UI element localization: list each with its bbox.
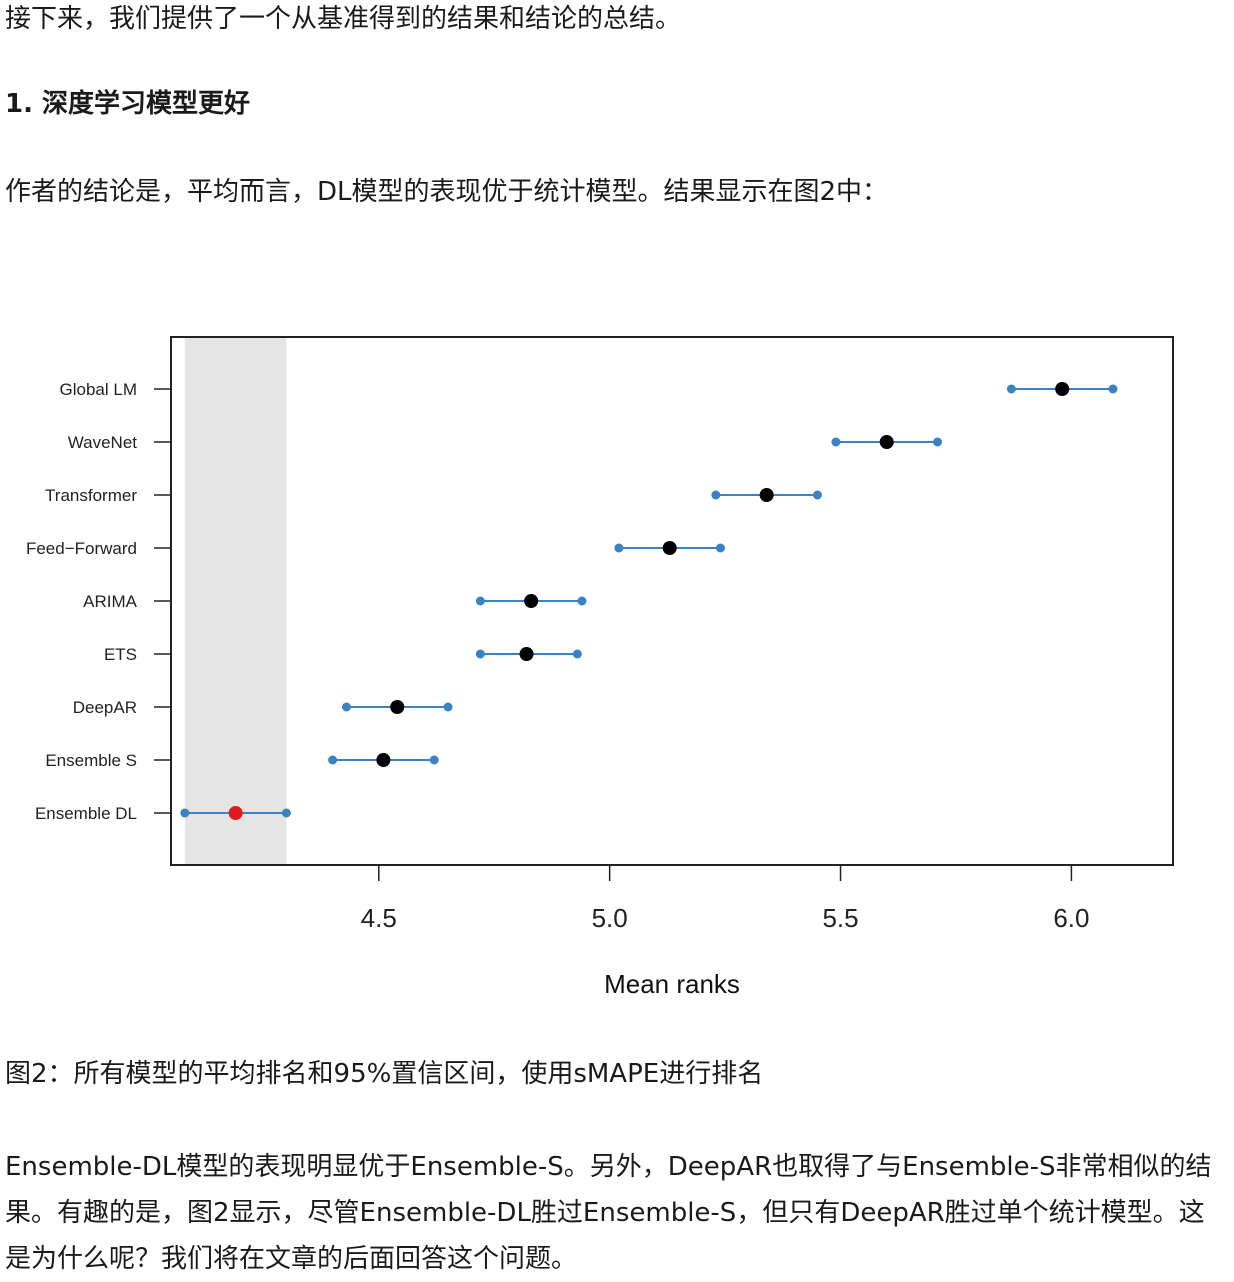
y-tick-label: Transformer <box>45 486 137 505</box>
x-tick-label: 5.0 <box>592 903 628 933</box>
ci-lower-point <box>328 755 338 765</box>
x-axis-label: Mean ranks <box>604 969 740 999</box>
y-tick-label: ARIMA <box>83 592 138 611</box>
mean-rank-point <box>524 594 539 608</box>
y-tick-label: Ensemble S <box>45 751 137 770</box>
ci-lower-point <box>1006 384 1016 394</box>
x-tick-label: 4.5 <box>361 903 397 933</box>
x-tick-label: 6.0 <box>1053 903 1089 933</box>
ci-upper-point <box>429 755 439 765</box>
mean-rank-point <box>662 541 677 555</box>
y-tick-label: Ensemble DL <box>35 804 137 823</box>
mean-rank-point <box>519 647 534 661</box>
mean-rank-point <box>390 700 405 714</box>
mean-rank-point <box>228 806 243 820</box>
ci-upper-point <box>443 702 453 712</box>
y-axis: Global LM WaveNet Transformer Feed−Forward A… <box>26 380 171 823</box>
body-paragraph: Ensemble-DL模型的表现明显优于Ensemble-S。另外，DeepAR… <box>5 1152 1212 1274</box>
plot-frame <box>170 336 1174 866</box>
ci-lower-point <box>831 437 841 447</box>
figure-caption: 图2：所有模型的平均排名和95%置信区间，使用sMAPE进行排名 <box>5 1059 764 1089</box>
ci-upper-point <box>572 649 582 659</box>
y-tick-label: DeepAR <box>73 698 137 717</box>
ci-lower-point <box>475 596 485 606</box>
ci-upper-point <box>715 543 725 553</box>
ci-lower-point <box>711 490 721 500</box>
x-axis: 4.5 5.0 5.5 6.0 <box>361 865 1089 933</box>
ci-upper-point <box>1108 384 1118 394</box>
mean-rank-point <box>759 488 774 502</box>
ci-lower-point <box>341 702 351 712</box>
section-heading: 1. 深度学习模型更好 <box>5 89 251 119</box>
highlight-band <box>184 338 287 864</box>
ci-upper-point <box>933 437 943 447</box>
confidence-band-layer <box>184 338 287 864</box>
x-tick-label: 5.5 <box>822 903 858 933</box>
y-tick-label: Feed−Forward <box>26 539 137 558</box>
ci-upper-point <box>577 596 587 606</box>
mean-ranks-chart: Global LM WaveNet Transformer Feed−Forward A… <box>26 336 1174 999</box>
ci-upper-point <box>812 490 822 500</box>
mean-rank-point <box>376 753 391 767</box>
y-tick-label: ETS <box>104 645 137 664</box>
y-tick-label: Global LM <box>60 380 137 399</box>
ci-lower-point <box>614 543 624 553</box>
data-marks-layer <box>180 382 1118 820</box>
mean-rank-point <box>879 435 894 449</box>
intro-paragraph: 接下来，我们提供了一个从基准得到的结果和结论的总结。 <box>5 4 682 34</box>
ci-lower-point <box>475 649 485 659</box>
mean-rank-point <box>1055 382 1070 396</box>
ci-lower-point <box>180 808 190 818</box>
conclusion-paragraph: 作者的结论是，平均而言，DL模型的表现优于统计模型。结果显示在图2中： <box>5 177 889 207</box>
y-tick-label: WaveNet <box>68 433 138 452</box>
ci-upper-point <box>281 808 291 818</box>
